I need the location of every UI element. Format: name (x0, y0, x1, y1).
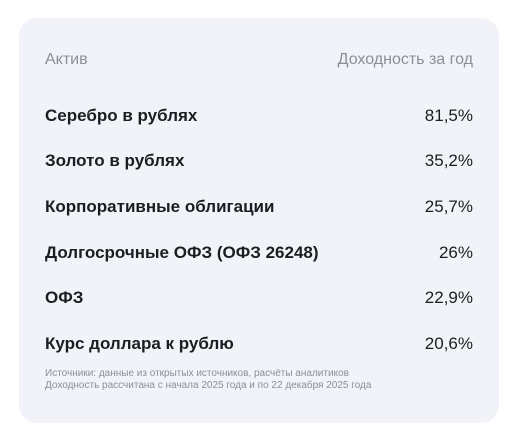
table-row: Долгосрочные ОФЗ (ОФЗ 26248) 26% (45, 230, 473, 276)
table-row: Курс доллара к рублю 20,6% (45, 321, 473, 367)
asset-return: 81,5% (424, 105, 473, 125)
table-row: Золото в рублях 35,2% (45, 139, 473, 185)
returns-card: Актив Доходность за год Серебро в рублях… (19, 18, 499, 423)
footnote-period: Доходность рассчитана с начала 2025 года… (45, 380, 372, 391)
asset-name: Долгосрочные ОФЗ (ОФЗ 26248) (45, 242, 319, 262)
asset-return: 20,6% (424, 333, 473, 353)
asset-return: 22,9% (424, 288, 473, 308)
asset-return: 35,2% (424, 151, 473, 171)
asset-name: ОФЗ (45, 288, 84, 308)
asset-return: 25,7% (424, 196, 473, 216)
table-row: Корпоративные облигации 25,7% (45, 184, 473, 230)
asset-name: Золото в рублях (45, 151, 185, 171)
table-header: Актив Доходность за год (45, 51, 473, 69)
asset-name: Курс доллара к рублю (45, 333, 234, 353)
table-row: ОФЗ 22,9% (45, 275, 473, 321)
asset-column-header: Актив (45, 51, 88, 68)
asset-name: Корпоративные облигации (45, 196, 275, 216)
footnote-sources: Источники: данные из открытых источников… (45, 368, 349, 379)
returns-table: Серебро в рублях 81,5% Золото в рублях 3… (45, 93, 473, 367)
return-column-header: Доходность за год (337, 51, 473, 68)
asset-return: 26% (438, 242, 473, 262)
table-row: Серебро в рублях 81,5% (45, 93, 473, 139)
footnote: Источники: данные из открытых источников… (45, 368, 479, 392)
asset-name: Серебро в рублях (45, 105, 198, 125)
